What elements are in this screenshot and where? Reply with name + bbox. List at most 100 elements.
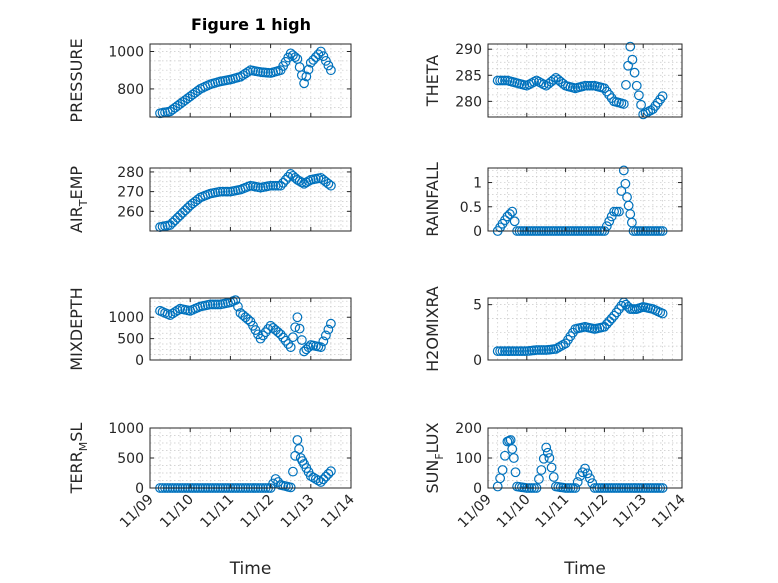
- data-point: [580, 80, 590, 91]
- y-axis-label: H2OMIXRA: [423, 286, 442, 372]
- data-point: [507, 444, 518, 454]
- data-point: [623, 200, 634, 211]
- series-markers: [492, 297, 668, 357]
- data-point: [220, 186, 231, 197]
- data-point: [326, 65, 336, 76]
- data-point: [323, 469, 334, 479]
- y-tick-label: 0: [473, 224, 482, 240]
- x-tick-label: 11/10: [494, 492, 534, 532]
- y-tick-label: 0: [473, 481, 482, 497]
- data-point: [296, 177, 307, 188]
- data-point: [318, 51, 329, 62]
- data-point: [320, 55, 331, 66]
- data-point: [534, 474, 544, 484]
- data-point: [323, 178, 334, 189]
- data-point: [582, 80, 593, 91]
- data-point: [313, 475, 324, 486]
- data-point: [192, 85, 203, 96]
- data-point: [326, 180, 336, 191]
- data-point: [611, 206, 622, 217]
- data-point: [167, 308, 178, 319]
- data-point: [323, 60, 334, 71]
- data-point: [255, 333, 266, 344]
- data-point: [283, 339, 294, 349]
- data-point: [625, 209, 636, 219]
- y-axis-label: SUNFLUX: [423, 422, 446, 493]
- data-point: [320, 471, 331, 482]
- data-point: [492, 346, 503, 357]
- data-point: [521, 80, 532, 91]
- data-point: [625, 41, 636, 52]
- subplot-terr-msl: 0 500 1000 11/09 11/10 11/11 11/12 11/13 11/14 TE…: [67, 421, 358, 579]
- data-point: [616, 300, 627, 311]
- series-markers: [492, 41, 668, 120]
- x-axis-label: Time: [229, 559, 272, 579]
- data-point: [290, 52, 301, 63]
- data-point: [524, 79, 535, 90]
- data-point: [508, 453, 519, 463]
- data-point: [292, 435, 303, 445]
- data-point: [258, 330, 268, 341]
- y-tick-label: 260: [117, 204, 144, 220]
- data-point: [270, 474, 281, 484]
- data-point: [205, 299, 216, 310]
- data-point: [243, 66, 253, 77]
- data-point: [517, 346, 527, 357]
- data-point: [631, 80, 642, 91]
- data-point: [587, 80, 598, 91]
- data-point: [299, 78, 310, 89]
- data-point: [544, 453, 555, 463]
- data-point: [657, 91, 668, 102]
- data-point: [273, 327, 284, 338]
- data-point: [288, 332, 298, 343]
- data-point: [536, 345, 547, 355]
- data-point: [604, 216, 615, 227]
- subplot-mixdepth: 0 500 1000 MIXDEPTH: [67, 287, 352, 371]
- x-tick-label: 11/09: [455, 492, 495, 532]
- x-tick-label: 11/11: [197, 492, 237, 532]
- data-point: [584, 473, 595, 484]
- data-point: [546, 462, 557, 473]
- subplot-air-temp: 260 270 280 AIRTEMP: [67, 165, 352, 233]
- data-point: [616, 186, 627, 196]
- data-point: [265, 180, 276, 191]
- data-point: [315, 46, 326, 57]
- data-point: [536, 465, 547, 475]
- subplot-h2omixra: 0 5 H2OMIXRA: [423, 286, 683, 372]
- series-markers: [492, 435, 668, 493]
- y-tick-label: 0: [473, 353, 482, 369]
- axes-box: [487, 43, 683, 118]
- x-tick-label: 11/12: [238, 492, 278, 532]
- data-point: [320, 330, 331, 341]
- y-tick-label: 0: [135, 353, 144, 369]
- data-point: [509, 216, 520, 227]
- data-point: [555, 341, 566, 352]
- data-point: [275, 329, 286, 340]
- data-point: [505, 435, 516, 445]
- y-tick-label: 200: [455, 421, 482, 437]
- y-axis-label: RAINFALL: [423, 162, 442, 237]
- x-tick-label: 11/14: [318, 491, 358, 531]
- data-point: [618, 99, 629, 109]
- data-point: [633, 90, 644, 101]
- y-tick-label: 1000: [108, 310, 144, 326]
- data-point: [626, 217, 637, 228]
- y-axis-label: THETA: [423, 55, 442, 107]
- data-point: [283, 171, 294, 182]
- data-point: [296, 335, 307, 345]
- y-tick-label: 290: [455, 42, 482, 58]
- data-point: [514, 346, 525, 357]
- y-tick-label: 0.5: [460, 200, 482, 216]
- series-markers: [155, 169, 336, 232]
- data-point: [326, 466, 336, 477]
- axes-box: [149, 167, 352, 232]
- y-axis-label: TERRMSL: [67, 423, 90, 495]
- data-point: [609, 310, 619, 321]
- data-point: [308, 55, 319, 65]
- data-point: [495, 346, 506, 357]
- data-point: [212, 299, 223, 310]
- data-point: [526, 78, 537, 89]
- data-point: [601, 221, 612, 232]
- axes-box: [149, 43, 352, 118]
